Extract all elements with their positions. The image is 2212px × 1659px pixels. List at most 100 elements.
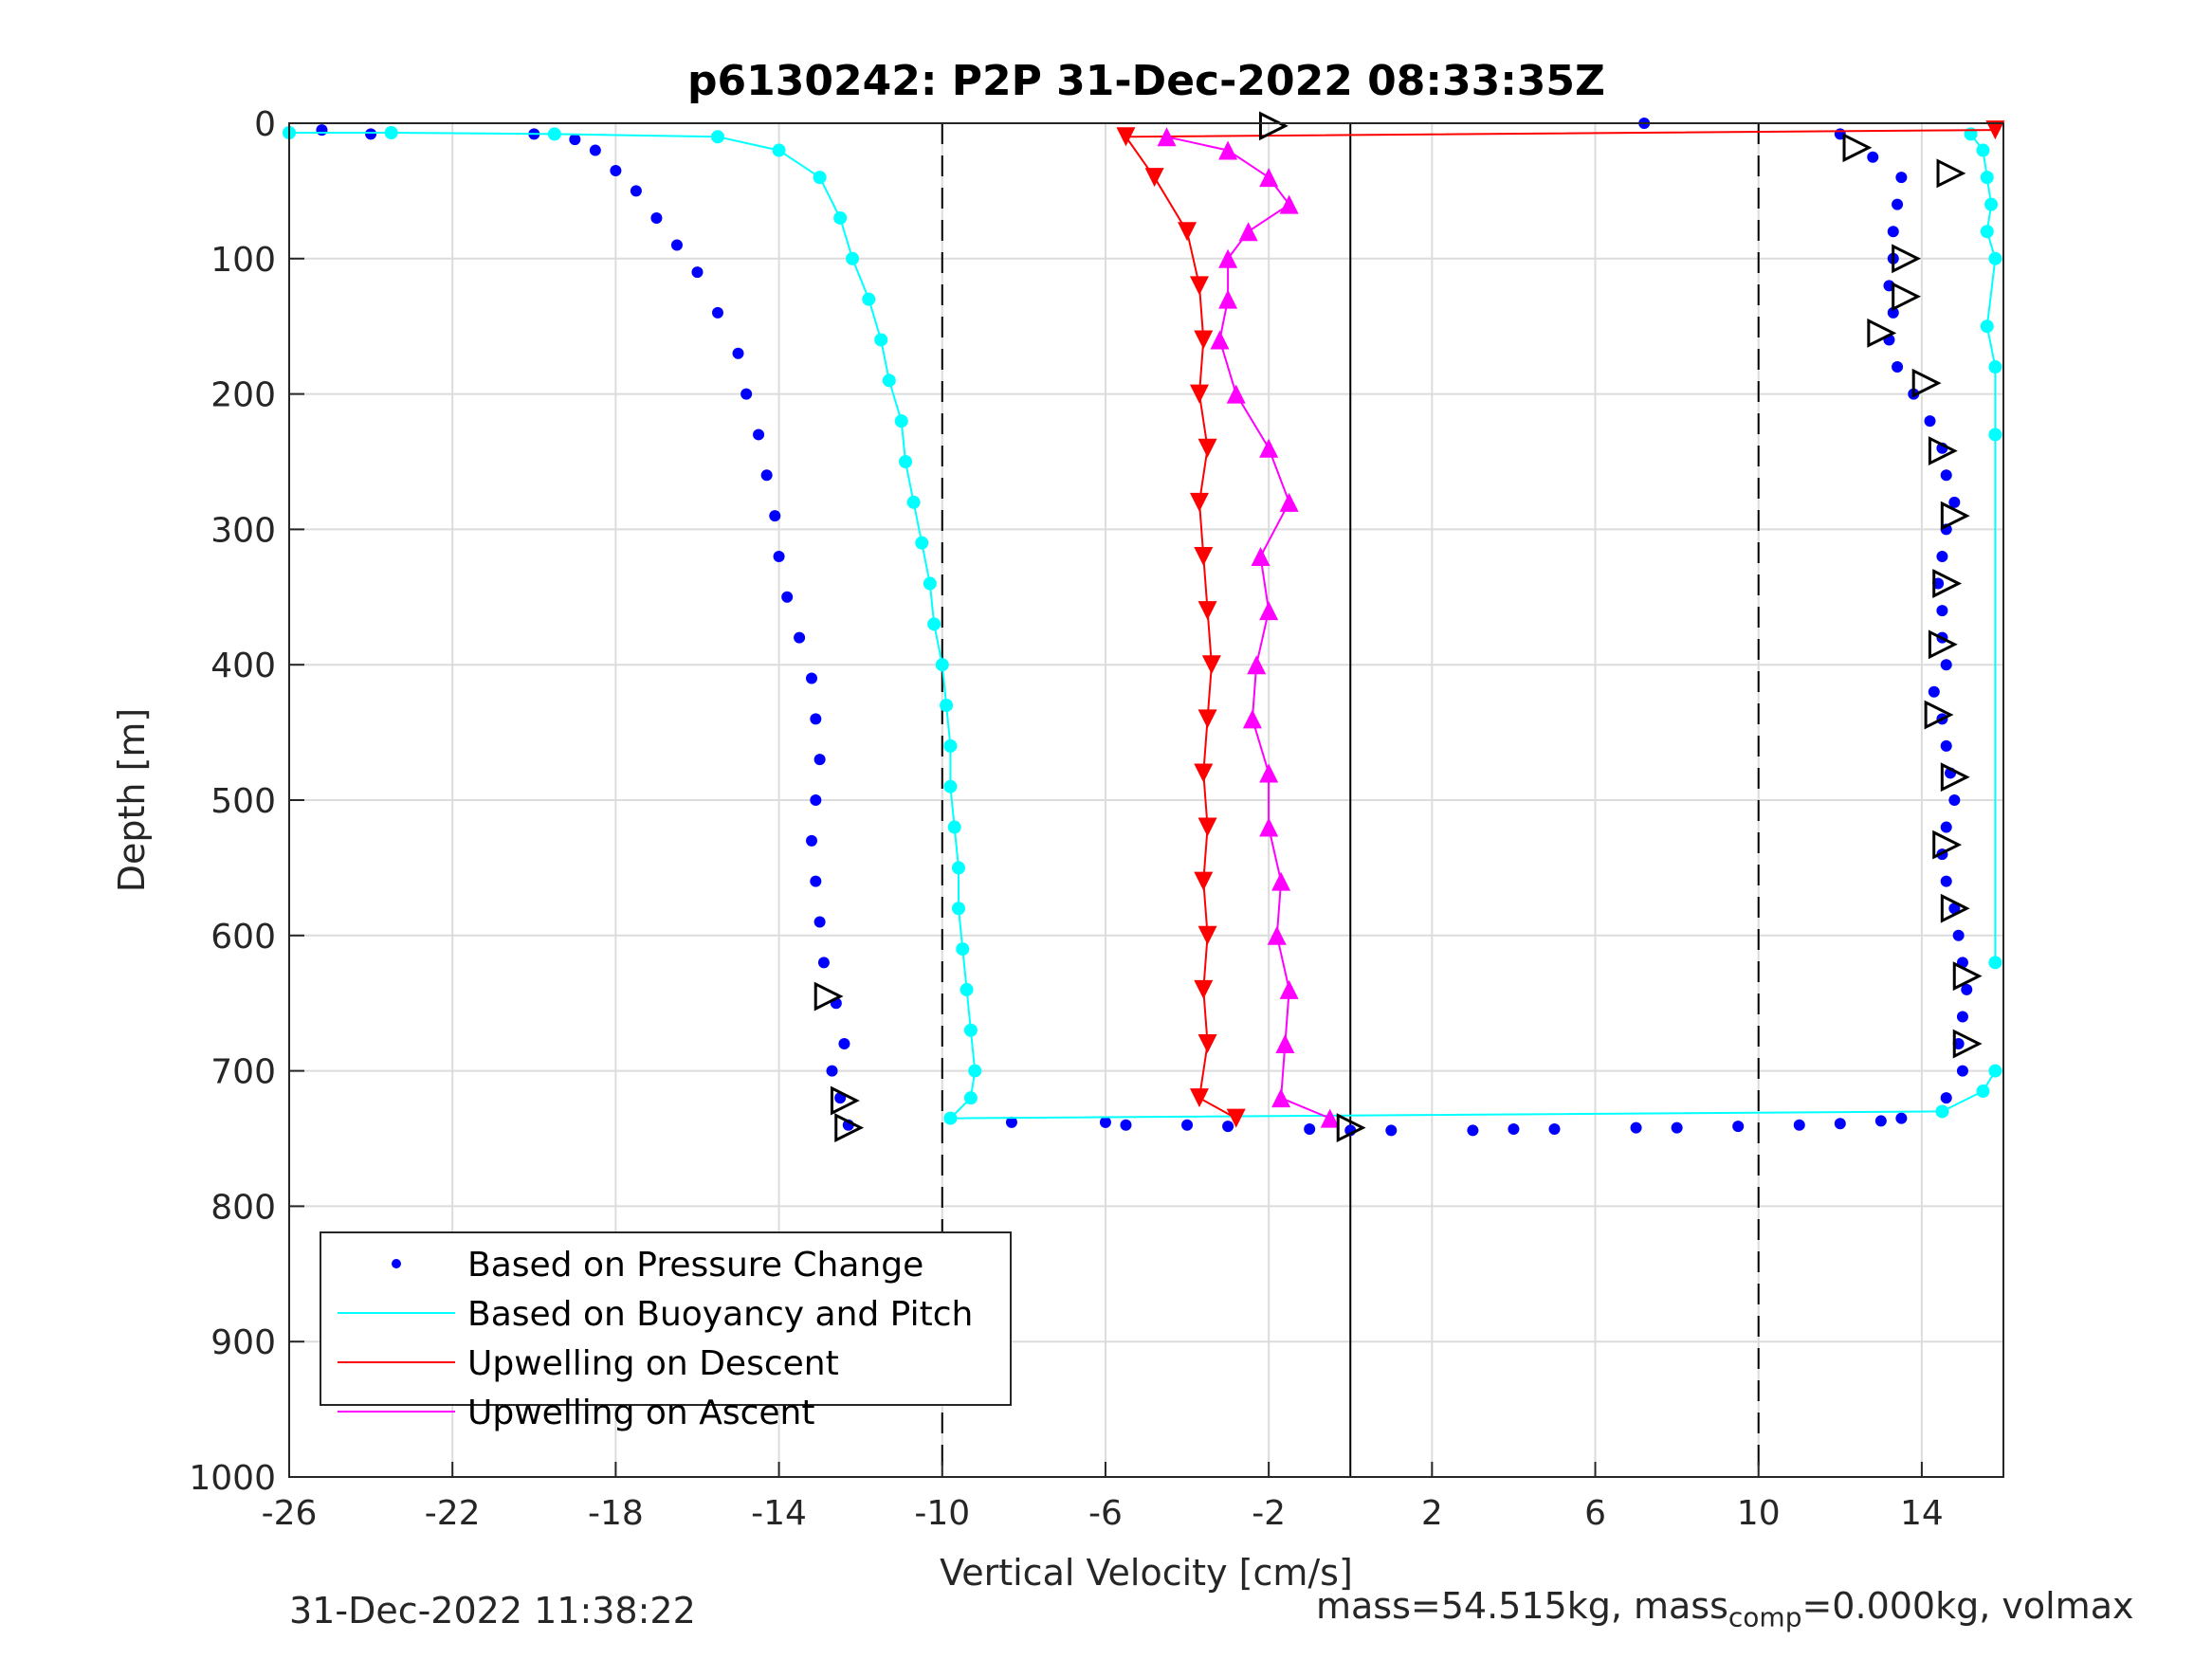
data-point [1271, 1088, 1291, 1108]
data-point [1267, 925, 1287, 945]
data-point [1834, 1118, 1846, 1130]
data-point [316, 124, 328, 137]
ascent-marker [1932, 569, 1963, 598]
data-point [1279, 979, 1299, 999]
y-axis: 0 100 200 300 400 500 600 700 800 900 1000 [189, 105, 304, 1498]
y-tick-label: 0 [254, 105, 276, 144]
legend-label: Based on Buoyancy and Pitch [467, 1295, 973, 1334]
data-point [610, 164, 622, 176]
data-point [947, 820, 961, 834]
y-tick-label: 1000 [189, 1459, 276, 1498]
data-point [1194, 763, 1214, 783]
data-point [1936, 550, 1948, 562]
data-point [1251, 546, 1271, 566]
data-point [1988, 360, 2002, 374]
series-group [283, 125, 2002, 1125]
data-point [806, 672, 818, 684]
data-point [935, 658, 949, 672]
data-point [1895, 172, 1908, 184]
footer-timestamp: 31-Dec-2022 11:38:22 [289, 1590, 696, 1632]
data-point [846, 251, 860, 265]
data-point [1887, 306, 1899, 319]
data-point [806, 834, 818, 847]
data-point [956, 942, 970, 957]
data-point [1181, 1119, 1194, 1131]
data-point [1218, 140, 1238, 160]
data-point [915, 536, 929, 550]
ascent-marker [834, 1113, 865, 1143]
data-point [1120, 1119, 1132, 1131]
data-point [943, 1111, 958, 1125]
data-point [1320, 1108, 1340, 1128]
data-point [1940, 1092, 1952, 1104]
data-point [670, 239, 683, 251]
data-point [1980, 171, 1994, 185]
data-point [1892, 198, 1904, 210]
data-point [630, 185, 642, 197]
x-tick-label: 10 [1737, 1494, 1781, 1533]
ascent-marker [1932, 830, 1963, 860]
data-point [1194, 871, 1214, 891]
ascent-marker [1940, 893, 1970, 923]
y-tick-label: 500 [210, 782, 276, 821]
data-point [569, 134, 581, 146]
data-point [1940, 821, 1952, 833]
y-tick-label: 700 [210, 1053, 276, 1092]
data-point [1279, 194, 1299, 214]
data-point [384, 125, 398, 139]
data-point [1895, 1112, 1908, 1124]
ascent-marker [814, 981, 844, 1012]
ascent-marker [1924, 700, 1954, 730]
ascent-marker [1928, 436, 1958, 466]
data-point [547, 127, 561, 141]
data-point [1956, 1065, 1968, 1077]
legend: Based on Pressure Change Based on Buoyanc… [320, 1231, 1012, 1432]
data-point [772, 143, 786, 157]
data-point [1247, 655, 1267, 675]
footer-mass-prefix: mass=54.515kg, mass [1316, 1585, 1728, 1627]
x-tick-label: 6 [1584, 1494, 1606, 1533]
y-axis-label: Depth [m] [111, 708, 153, 893]
data-point [1259, 601, 1279, 621]
ascent-marker [1936, 158, 1966, 189]
data-point [1194, 979, 1214, 999]
data-point [1671, 1121, 1683, 1134]
ascent-marker [1928, 629, 1958, 660]
data-point [943, 738, 958, 753]
data-point [1226, 384, 1246, 404]
data-point [963, 1023, 978, 1037]
x-tick-label: 14 [1900, 1494, 1944, 1533]
data-point [943, 779, 958, 793]
data-point [365, 128, 377, 140]
data-point [794, 631, 806, 644]
ascent-marker [1952, 1029, 1983, 1059]
data-point [1259, 168, 1279, 188]
data-point [1005, 1116, 1017, 1128]
data-point [923, 576, 937, 591]
data-point [940, 699, 954, 713]
ascent-marker [1842, 133, 1873, 163]
data-point [1189, 384, 1209, 404]
data-point [1189, 492, 1209, 512]
data-point [814, 754, 826, 766]
data-point [894, 414, 908, 428]
data-point [1304, 1123, 1316, 1136]
data-point [1940, 739, 1952, 752]
data-point [1924, 415, 1936, 428]
data-point [712, 306, 723, 319]
legend-label: Upwelling on Ascent [467, 1394, 814, 1432]
data-point [874, 333, 888, 347]
data-point [951, 861, 965, 875]
data-point [781, 591, 794, 603]
data-point [1948, 902, 1961, 915]
footer-mass-info: mass=54.515kg, masscomp=0.000kg, volmax [1316, 1585, 2133, 1633]
data-point [1508, 1123, 1520, 1136]
ascent-marker [1892, 244, 1922, 274]
x-tick-label: -22 [425, 1494, 481, 1533]
x-tick-label: -2 [1252, 1494, 1286, 1533]
x-tick-label: -10 [914, 1494, 970, 1533]
data-point [1197, 817, 1217, 837]
data-point [1928, 685, 1940, 698]
ascent-marker [1867, 318, 1897, 348]
legend-box [320, 1231, 1012, 1406]
